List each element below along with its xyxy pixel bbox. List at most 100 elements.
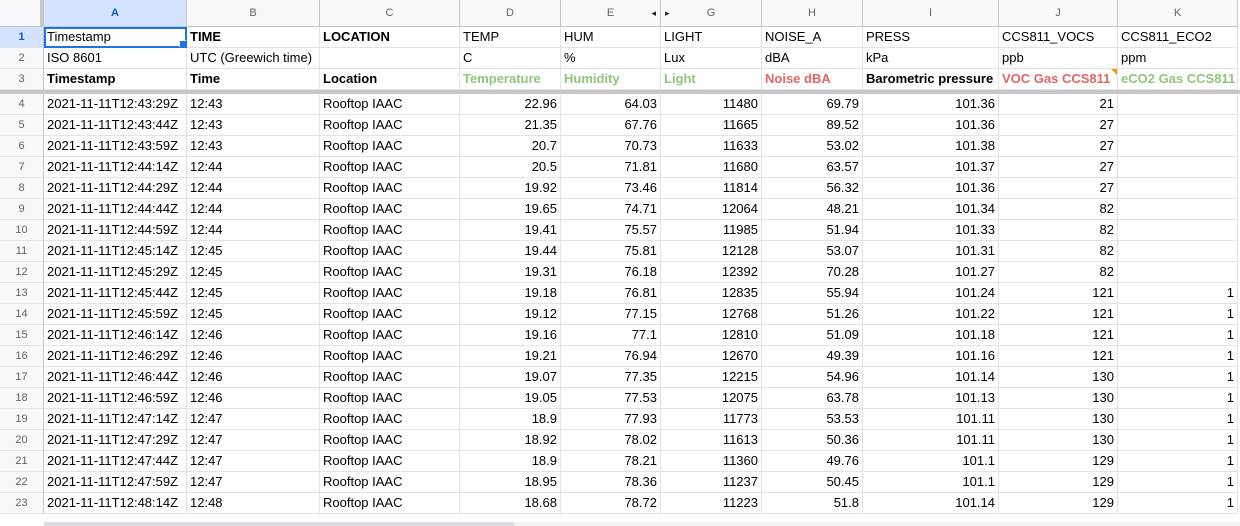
cell-j19[interactable]: 130: [999, 409, 1118, 430]
cell-b5[interactable]: 12:43: [187, 115, 320, 136]
horizontal-scrollbar[interactable]: [44, 522, 1240, 526]
cell-d13[interactable]: 19.18: [460, 283, 561, 304]
cell-b12[interactable]: 12:45: [187, 262, 320, 283]
cell-k12[interactable]: [1118, 262, 1238, 283]
column-header-e[interactable]: E ◂: [561, 0, 661, 27]
fill-handle[interactable]: [179, 40, 186, 47]
row-number[interactable]: 16: [0, 346, 44, 367]
cell-j12[interactable]: 82: [999, 262, 1118, 283]
cell-h22[interactable]: 50.45: [762, 472, 863, 493]
cell-e21[interactable]: 78.21: [561, 451, 661, 472]
cell-e4[interactable]: 64.03: [561, 94, 661, 115]
row-number[interactable]: 8: [0, 178, 44, 199]
cell-g5[interactable]: 11665: [661, 115, 762, 136]
cell-j16[interactable]: 121: [999, 346, 1118, 367]
cell-b9[interactable]: 12:44: [187, 199, 320, 220]
row-number[interactable]: 5: [0, 115, 44, 136]
cell-c20[interactable]: Rooftop IAAC: [320, 430, 460, 451]
column-header-c[interactable]: C: [320, 0, 460, 27]
cell-j5[interactable]: 27: [999, 115, 1118, 136]
cell-d15[interactable]: 19.16: [460, 325, 561, 346]
row-number[interactable]: 23: [0, 493, 44, 514]
cell-e11[interactable]: 75.81: [561, 241, 661, 262]
row-number[interactable]: 12: [0, 262, 44, 283]
cell-b13[interactable]: 12:45: [187, 283, 320, 304]
cell-d23[interactable]: 18.68: [460, 493, 561, 514]
cell-d4[interactable]: 22.96: [460, 94, 561, 115]
cell-d5[interactable]: 21.35: [460, 115, 561, 136]
cell-a23[interactable]: 2021-11-11T12:48:14Z: [44, 493, 187, 514]
cell-h4[interactable]: 69.79: [762, 94, 863, 115]
cell-a18[interactable]: 2021-11-11T12:46:59Z: [44, 388, 187, 409]
cell-g7[interactable]: 11680: [661, 157, 762, 178]
cell-g4[interactable]: 11480: [661, 94, 762, 115]
cell-i7[interactable]: 101.37: [863, 157, 999, 178]
column-header-a[interactable]: A: [44, 0, 187, 27]
cell-e1[interactable]: HUM: [561, 27, 661, 48]
cell-k14[interactable]: 1: [1118, 304, 1238, 325]
cell-g11[interactable]: 12128: [661, 241, 762, 262]
cell-k22[interactable]: 1: [1118, 472, 1238, 493]
cell-c19[interactable]: Rooftop IAAC: [320, 409, 460, 430]
cell-g10[interactable]: 11985: [661, 220, 762, 241]
cell-h11[interactable]: 53.07: [762, 241, 863, 262]
column-header-i[interactable]: I: [863, 0, 999, 27]
cell-k15[interactable]: 1: [1118, 325, 1238, 346]
cell-i19[interactable]: 101.11: [863, 409, 999, 430]
cell-a11[interactable]: 2021-11-11T12:45:14Z: [44, 241, 187, 262]
cell-c23[interactable]: Rooftop IAAC: [320, 493, 460, 514]
cell-k8[interactable]: [1118, 178, 1238, 199]
cell-c1[interactable]: LOCATION: [320, 27, 460, 48]
cell-k3[interactable]: eCO2 Gas CCS811: [1118, 69, 1238, 90]
cell-a20[interactable]: 2021-11-11T12:47:29Z: [44, 430, 187, 451]
cell-d14[interactable]: 19.12: [460, 304, 561, 325]
cell-i13[interactable]: 101.24: [863, 283, 999, 304]
cell-b19[interactable]: 12:47: [187, 409, 320, 430]
cell-b6[interactable]: 12:43: [187, 136, 320, 157]
cell-d6[interactable]: 20.7: [460, 136, 561, 157]
cell-e19[interactable]: 77.93: [561, 409, 661, 430]
column-header-d[interactable]: D: [460, 0, 561, 27]
cell-d17[interactable]: 19.07: [460, 367, 561, 388]
hidden-column-left-arrow-icon[interactable]: ◂: [651, 8, 656, 18]
cell-c6[interactable]: Rooftop IAAC: [320, 136, 460, 157]
cell-k18[interactable]: 1: [1118, 388, 1238, 409]
cell-d22[interactable]: 18.95: [460, 472, 561, 493]
cell-j7[interactable]: 27: [999, 157, 1118, 178]
row-number[interactable]: 15: [0, 325, 44, 346]
cell-c17[interactable]: Rooftop IAAC: [320, 367, 460, 388]
cell-k17[interactable]: 1: [1118, 367, 1238, 388]
cell-c10[interactable]: Rooftop IAAC: [320, 220, 460, 241]
row-number[interactable]: 6: [0, 136, 44, 157]
cell-i22[interactable]: 101.1: [863, 472, 999, 493]
cell-g21[interactable]: 11360: [661, 451, 762, 472]
column-header-h[interactable]: H: [762, 0, 863, 27]
cell-a4[interactable]: 2021-11-11T12:43:29Z: [44, 94, 187, 115]
cell-h19[interactable]: 53.53: [762, 409, 863, 430]
cell-d1[interactable]: TEMP: [460, 27, 561, 48]
cell-b21[interactable]: 12:47: [187, 451, 320, 472]
cell-c14[interactable]: Rooftop IAAC: [320, 304, 460, 325]
cell-d19[interactable]: 18.9: [460, 409, 561, 430]
cell-g2[interactable]: Lux: [661, 48, 762, 69]
cell-h6[interactable]: 53.02: [762, 136, 863, 157]
cell-k16[interactable]: 1: [1118, 346, 1238, 367]
cell-c8[interactable]: Rooftop IAAC: [320, 178, 460, 199]
cell-k23[interactable]: 1: [1118, 493, 1238, 514]
row-number[interactable]: 11: [0, 241, 44, 262]
cell-g22[interactable]: 11237: [661, 472, 762, 493]
cell-j6[interactable]: 27: [999, 136, 1118, 157]
cell-j11[interactable]: 82: [999, 241, 1118, 262]
cell-h3[interactable]: Noise dBA: [762, 69, 863, 90]
cell-d3[interactable]: Temperature: [460, 69, 561, 90]
cell-k21[interactable]: 1: [1118, 451, 1238, 472]
cell-h10[interactable]: 51.94: [762, 220, 863, 241]
cell-h15[interactable]: 51.09: [762, 325, 863, 346]
row-number[interactable]: 7: [0, 157, 44, 178]
cell-b1[interactable]: TIME: [187, 27, 320, 48]
cell-b18[interactable]: 12:46: [187, 388, 320, 409]
cell-k11[interactable]: [1118, 241, 1238, 262]
cell-i17[interactable]: 101.14: [863, 367, 999, 388]
cell-d12[interactable]: 19.31: [460, 262, 561, 283]
cell-d18[interactable]: 19.05: [460, 388, 561, 409]
